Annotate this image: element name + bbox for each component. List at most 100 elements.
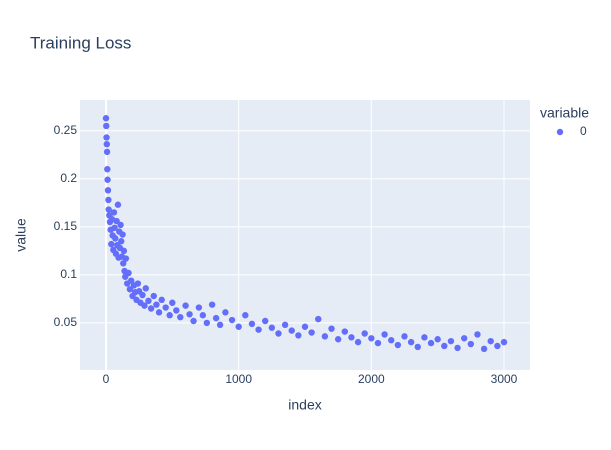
point [341, 328, 348, 335]
point [228, 316, 236, 324]
point [460, 335, 468, 342]
point [474, 331, 481, 338]
point [388, 337, 395, 344]
point [141, 302, 148, 309]
point [222, 309, 229, 316]
point [441, 342, 448, 350]
point [203, 319, 211, 327]
point [494, 342, 501, 350]
x-axis-title: index [288, 397, 321, 413]
y-tick-label: 0.25 [54, 123, 78, 137]
point [487, 337, 494, 345]
point [120, 260, 127, 267]
chart-title: Training Loss [30, 33, 131, 52]
point [447, 337, 455, 345]
point [374, 339, 382, 347]
point [354, 338, 362, 346]
point [199, 312, 207, 319]
point [108, 240, 115, 248]
point [334, 336, 342, 343]
point [414, 343, 421, 351]
point [268, 324, 276, 331]
point [117, 221, 124, 229]
point [348, 334, 355, 341]
point [105, 196, 112, 204]
point [216, 321, 224, 329]
point [262, 317, 269, 325]
point [114, 201, 122, 208]
point [275, 330, 282, 337]
point [150, 292, 157, 300]
point [103, 140, 110, 148]
point [500, 338, 508, 346]
legend-title: variable [540, 105, 589, 121]
point [118, 238, 125, 245]
point [169, 299, 176, 306]
point [177, 313, 184, 321]
x-tick-label: 2000 [358, 372, 385, 386]
point [421, 334, 428, 341]
point [235, 323, 242, 330]
x-tick-label: 0 [103, 372, 110, 386]
point [113, 217, 120, 225]
point [162, 304, 169, 311]
point [104, 187, 112, 194]
point [328, 325, 335, 332]
point [110, 209, 118, 216]
point [434, 336, 441, 343]
point [248, 320, 256, 328]
point [427, 339, 435, 347]
point [134, 280, 142, 287]
point [454, 344, 461, 352]
y-tick-label: 0.1 [60, 267, 77, 281]
point [288, 327, 295, 334]
point [212, 314, 220, 322]
point [145, 297, 152, 305]
point [182, 302, 189, 309]
y-tick-label: 0.2 [60, 171, 77, 185]
point [321, 333, 329, 340]
point [480, 345, 488, 353]
point [394, 341, 402, 349]
y-axis-title: value [13, 218, 29, 252]
point [242, 312, 249, 319]
x-tick-label: 3000 [491, 372, 518, 386]
point [103, 122, 110, 130]
point [112, 235, 119, 242]
point [208, 301, 216, 308]
point [295, 332, 302, 339]
point [153, 301, 160, 308]
legend-label[interactable]: 0 [580, 124, 587, 138]
point [128, 277, 135, 284]
point [105, 206, 112, 213]
point [195, 304, 203, 311]
point [301, 323, 309, 330]
point [139, 291, 146, 299]
point [102, 115, 110, 122]
point [173, 307, 180, 314]
point [119, 231, 126, 238]
point [104, 176, 111, 183]
point [368, 335, 375, 342]
point [407, 338, 415, 346]
point [401, 333, 408, 340]
point [190, 317, 197, 325]
legend-marker[interactable] [556, 128, 564, 136]
point [103, 148, 111, 156]
point [186, 311, 193, 318]
point [104, 165, 111, 173]
point [315, 315, 322, 323]
point [255, 326, 262, 333]
point [103, 134, 110, 141]
x-tick-label: 1000 [225, 372, 252, 386]
point [147, 305, 155, 312]
point [467, 340, 475, 348]
point [111, 224, 118, 231]
point [308, 329, 315, 336]
point [122, 255, 130, 262]
point [166, 312, 173, 319]
point [125, 269, 132, 277]
point [120, 247, 128, 255]
point [158, 296, 165, 304]
